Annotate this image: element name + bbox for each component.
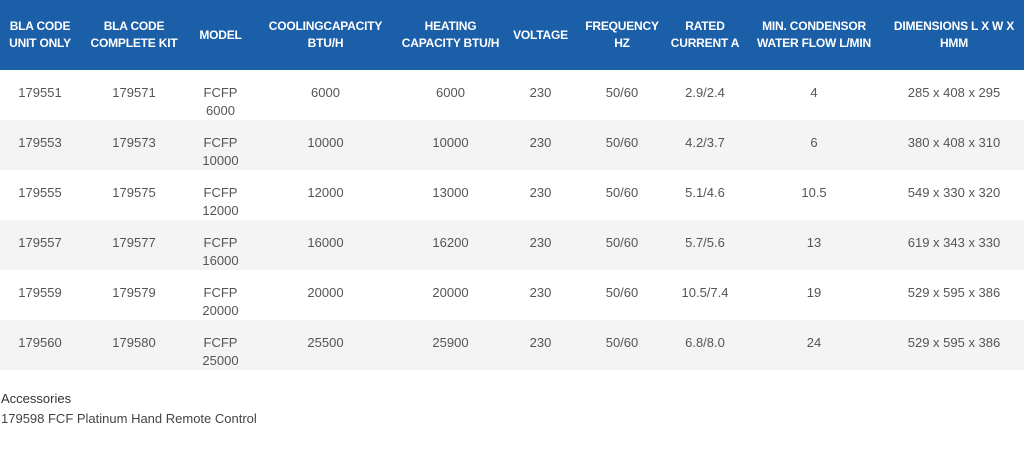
table-row: 179557 179577 FCFP 16000 16000 16200 230 50/60 5…: [0, 220, 1024, 270]
cell-rated-current: 5.7/5.6: [666, 220, 744, 270]
cell-unit-code: 179551: [0, 70, 80, 120]
model-series: FCFP: [203, 235, 238, 250]
accessory-item: 179598 FCF Platinum Hand Remote Control: [1, 411, 257, 426]
model-number: 25000: [202, 353, 239, 368]
header-row: BLA CODE UNIT ONLY BLA CODE COMPLETE KIT M…: [0, 0, 1024, 70]
column-header: BLA CODE UNIT ONLY: [0, 0, 80, 70]
cell-water-flow: 6: [744, 120, 884, 170]
cell-unit-code: 179560: [0, 320, 80, 370]
cell-water-flow: 4: [744, 70, 884, 120]
cell-kit-code: 179580: [80, 320, 188, 370]
cell-voltage: 230: [503, 270, 578, 320]
cell-heating-capacity: 20000: [398, 270, 503, 320]
cell-model: FCFP 6000: [188, 70, 253, 120]
accessories-section: Accessories 179598 FCF Platinum Hand Rem…: [0, 390, 1024, 428]
cell-unit-code: 179553: [0, 120, 80, 170]
table-body: 179551 179571 FCFP 6000 6000 6000 230 50/60 2.9/…: [0, 70, 1024, 370]
model-number: 16000: [202, 253, 239, 268]
cell-frequency: 50/60: [578, 320, 666, 370]
cell-kit-code: 179573: [80, 120, 188, 170]
cell-rated-current: 5.1/4.6: [666, 170, 744, 220]
cell-kit-code: 179579: [80, 270, 188, 320]
cell-unit-code: 179555: [0, 170, 80, 220]
cell-model: FCFP 16000: [188, 220, 253, 270]
cell-unit-code: 179557: [0, 220, 80, 270]
model-number: 12000: [202, 203, 239, 218]
cell-heating-capacity: 13000: [398, 170, 503, 220]
model-series: FCFP: [203, 85, 238, 100]
cell-model: FCFP 25000: [188, 320, 253, 370]
cell-heating-capacity: 16200: [398, 220, 503, 270]
column-header: COOLINGCAPACITY BTU/H: [253, 0, 398, 70]
model-number: 20000: [202, 303, 239, 318]
cell-kit-code: 179577: [80, 220, 188, 270]
cell-heating-capacity: 25900: [398, 320, 503, 370]
model-number: 10000: [202, 153, 239, 168]
cell-model: FCFP 10000: [188, 120, 253, 170]
column-header: DIMENSIONS L X W X HMM: [884, 0, 1024, 70]
accessories-title: Accessories: [1, 391, 72, 406]
cell-dimensions: 285 x 408 x 295: [884, 70, 1024, 120]
cell-water-flow: 24: [744, 320, 884, 370]
cell-kit-code: 179571: [80, 70, 188, 120]
table-row: 179555 179575 FCFP 12000 12000 13000 230 50/60 5…: [0, 170, 1024, 220]
cell-rated-current: 2.9/2.4: [666, 70, 744, 120]
column-header: HEATING CAPACITY BTU/H: [398, 0, 503, 70]
cell-dimensions: 619 x 343 x 330: [884, 220, 1024, 270]
column-header: VOLTAGE: [503, 0, 578, 70]
cell-voltage: 230: [503, 170, 578, 220]
accessories-list: 179598 FCF Platinum Hand Remote Control: [1, 410, 1024, 428]
cell-frequency: 50/60: [578, 170, 666, 220]
cell-water-flow: 10.5: [744, 170, 884, 220]
cell-dimensions: 529 x 595 x 386: [884, 320, 1024, 370]
cell-cooling-capacity: 20000: [253, 270, 398, 320]
table-row: 179553 179573 FCFP 10000 10000 10000 230 50/60 4…: [0, 120, 1024, 170]
model-series: FCFP: [203, 135, 238, 150]
column-header: MODEL: [188, 0, 253, 70]
cell-frequency: 50/60: [578, 120, 666, 170]
column-header: FREQUENCY HZ: [578, 0, 666, 70]
column-header: RATED CURRENT A: [666, 0, 744, 70]
table-row: 179560 179580 FCFP 25000 25500 25900 230 50/60 6…: [0, 320, 1024, 370]
cell-voltage: 230: [503, 120, 578, 170]
cell-water-flow: 13: [744, 220, 884, 270]
cell-heating-capacity: 6000: [398, 70, 503, 120]
cell-model: FCFP 20000: [188, 270, 253, 320]
cell-voltage: 230: [503, 220, 578, 270]
cell-cooling-capacity: 16000: [253, 220, 398, 270]
model-series: FCFP: [203, 335, 238, 350]
cell-cooling-capacity: 10000: [253, 120, 398, 170]
model-series: FCFP: [203, 285, 238, 300]
cell-model: FCFP 12000: [188, 170, 253, 220]
column-header: MIN. CONDENSOR WATER FLOW L/MIN: [744, 0, 884, 70]
cell-water-flow: 19: [744, 270, 884, 320]
cell-heating-capacity: 10000: [398, 120, 503, 170]
model-number: 6000: [206, 103, 235, 118]
column-header: BLA CODE COMPLETE KIT: [80, 0, 188, 70]
table-row: 179559 179579 FCFP 20000 20000 20000 230 50/60 1…: [0, 270, 1024, 320]
cell-dimensions: 529 x 595 x 386: [884, 270, 1024, 320]
model-series: FCFP: [203, 185, 238, 200]
cell-voltage: 230: [503, 70, 578, 120]
cell-rated-current: 4.2/3.7: [666, 120, 744, 170]
cell-frequency: 50/60: [578, 70, 666, 120]
cell-kit-code: 179575: [80, 170, 188, 220]
cell-frequency: 50/60: [578, 270, 666, 320]
cell-rated-current: 10.5/7.4: [666, 270, 744, 320]
cell-voltage: 230: [503, 320, 578, 370]
cell-dimensions: 380 x 408 x 310: [884, 120, 1024, 170]
cell-rated-current: 6.8/8.0: [666, 320, 744, 370]
cell-dimensions: 549 x 330 x 320: [884, 170, 1024, 220]
cell-unit-code: 179559: [0, 270, 80, 320]
spec-table: BLA CODE UNIT ONLY BLA CODE COMPLETE KIT M…: [0, 0, 1024, 370]
table-header: BLA CODE UNIT ONLY BLA CODE COMPLETE KIT M…: [0, 0, 1024, 70]
cell-cooling-capacity: 25500: [253, 320, 398, 370]
cell-cooling-capacity: 12000: [253, 170, 398, 220]
table-row: 179551 179571 FCFP 6000 6000 6000 230 50/60 2.9/…: [0, 70, 1024, 120]
cell-cooling-capacity: 6000: [253, 70, 398, 120]
cell-frequency: 50/60: [578, 220, 666, 270]
